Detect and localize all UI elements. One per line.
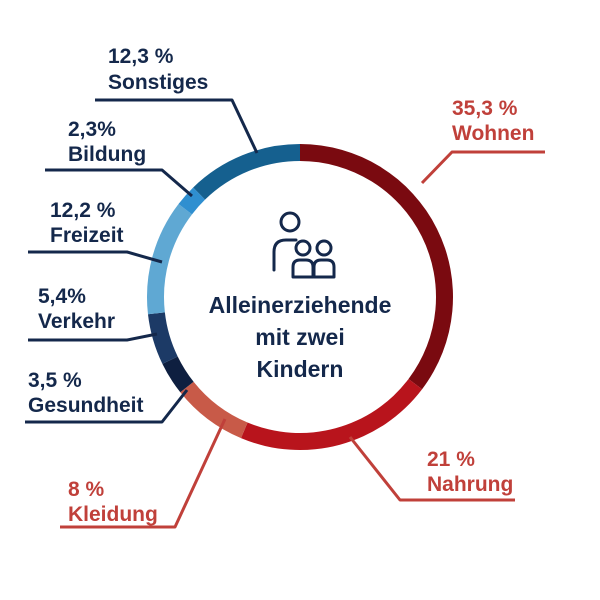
slice-wohnen xyxy=(300,144,453,390)
data-label-value-bildung: 2,3% xyxy=(68,118,116,141)
leader-line-verkehr xyxy=(28,332,158,342)
data-label-value-nahrung: 21 % xyxy=(427,448,475,471)
family-icon-child2-body xyxy=(312,258,336,279)
data-label-name-nahrung: Nahrung xyxy=(427,473,513,496)
family-icon-parent-body xyxy=(272,238,298,272)
data-label-name-bildung: Bildung xyxy=(68,143,146,166)
leader-line-kleidung xyxy=(60,418,227,529)
slice-verkehr xyxy=(147,312,178,364)
data-label-value-wohnen: 35,3 % xyxy=(452,97,518,120)
leader-line-gesundheit xyxy=(25,389,189,424)
slice-nahrung xyxy=(241,378,423,450)
data-label-name-verkehr: Verkehr xyxy=(38,310,115,333)
family-icon-child2-head xyxy=(315,239,333,257)
data-label-name-gesundheit: Gesundheit xyxy=(28,394,144,417)
data-label-name-freizeit: Freizeit xyxy=(50,224,124,247)
center-label-line-3: Kindern xyxy=(257,356,344,382)
data-label-name-wohnen: Wohnen xyxy=(452,122,534,145)
slice-sonstiges xyxy=(193,144,300,200)
data-label-value-kleidung: 8 % xyxy=(68,478,105,501)
leader-line-nahrung xyxy=(348,436,515,502)
leader-line-sonstiges xyxy=(95,98,259,154)
data-label-value-verkehr: 5,4% xyxy=(38,285,86,308)
family-icon-child1-head xyxy=(294,239,312,257)
slice-gesundheit xyxy=(162,356,194,393)
leader-line-bildung xyxy=(45,168,193,198)
center-label-line-1: Alleinerziehende xyxy=(209,292,392,318)
donut-hole xyxy=(164,161,436,433)
slice-kleidung xyxy=(180,381,248,439)
slice-freizeit xyxy=(147,203,193,315)
data-label-value-gesundheit: 3,5 % xyxy=(28,369,82,392)
data-label-name-sonstiges: Sonstiges xyxy=(108,71,208,94)
slice-bildung xyxy=(178,187,206,215)
family-icon xyxy=(272,211,336,279)
data-label-value-freizeit: 12,2 % xyxy=(50,199,116,222)
leader-line-wohnen xyxy=(420,150,545,185)
family-icon-parent-head xyxy=(279,211,301,233)
data-label-name-kleidung: Kleidung xyxy=(68,503,158,526)
leader-line-freizeit xyxy=(28,250,163,264)
center-label-line-2: mit zwei xyxy=(255,324,344,350)
data-label-value-sonstiges: 12,3 % xyxy=(108,45,174,68)
